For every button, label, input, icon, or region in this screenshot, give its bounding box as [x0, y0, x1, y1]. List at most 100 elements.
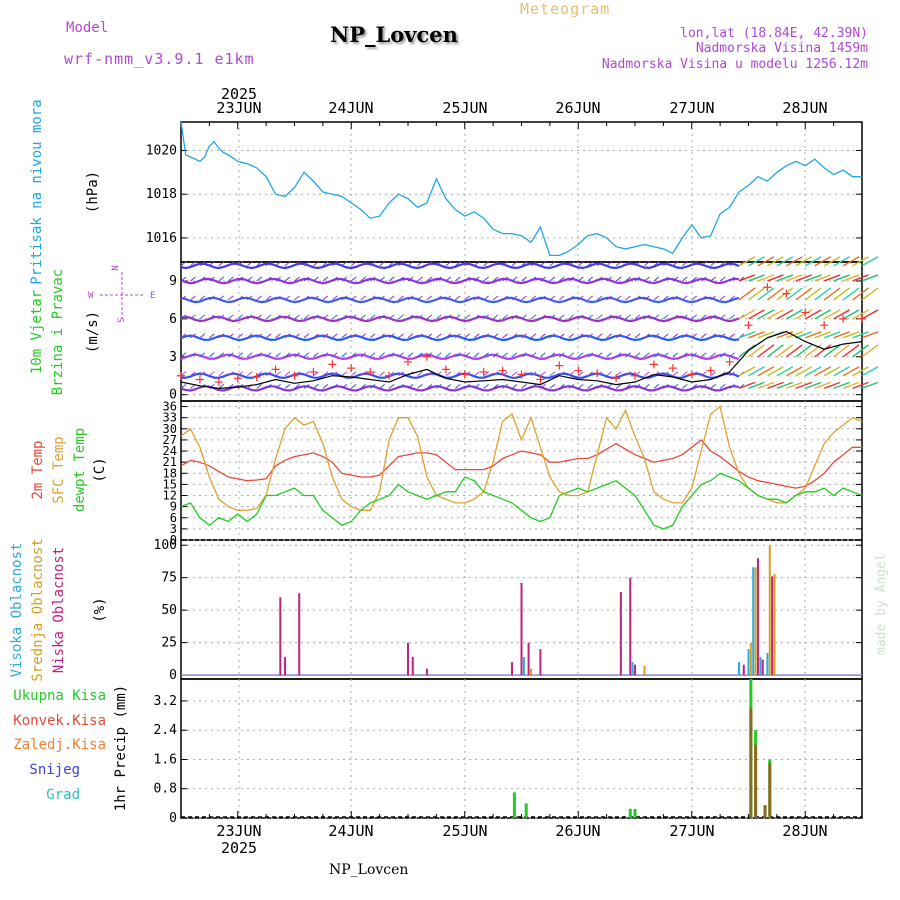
wind-barb — [294, 295, 300, 301]
y-tick-label: 3.2 — [154, 694, 177, 709]
wind-barb — [587, 371, 594, 377]
wind-barb — [615, 261, 622, 267]
wind-barb — [436, 352, 442, 358]
wind-barb — [549, 261, 556, 267]
wind-barb — [615, 314, 622, 320]
wind-axis-label: 10m Vjetar — [29, 290, 45, 374]
wind-barb — [748, 256, 765, 267]
gust-marker — [233, 374, 242, 383]
wind-barb — [473, 333, 480, 339]
cloud-bar — [411, 656, 414, 676]
gust-marker — [252, 372, 261, 381]
wind-barb — [332, 276, 338, 282]
wind-barb — [332, 352, 338, 358]
wind-barb — [814, 256, 832, 267]
wind-barb — [246, 352, 253, 358]
wind-barb — [606, 371, 612, 377]
cloud-bar — [773, 573, 776, 676]
lonlat-label: lon,lat (18.84E, 42.39N) — [680, 26, 868, 41]
panel-frame — [180, 400, 863, 541]
wind-barb — [464, 314, 471, 320]
footer-station: NP_Lovcen — [329, 862, 409, 878]
wind-barb — [738, 309, 756, 320]
wind-barb — [805, 274, 822, 282]
model-name: wrf-nmm_v3.9.1 e1km — [64, 50, 255, 68]
wind-barb — [776, 309, 794, 320]
wind-barb — [587, 276, 594, 282]
wind-barb — [549, 276, 556, 282]
wind-barb — [776, 381, 794, 390]
wind-barb — [596, 383, 603, 389]
y-tick-label: 33 — [163, 411, 177, 425]
precip-bar-total — [633, 808, 637, 818]
precip-bar-convective — [768, 763, 772, 818]
wind-barb — [833, 256, 850, 267]
wind-barb — [757, 256, 775, 267]
wind-barb — [445, 383, 452, 389]
wind-barb — [559, 295, 565, 301]
direction-key-east: E — [150, 291, 155, 301]
wind-barb — [596, 276, 603, 282]
wind-barb — [757, 274, 775, 282]
wind-barb — [227, 352, 234, 358]
wind-barb — [653, 352, 660, 358]
wind-barb — [767, 309, 784, 320]
wind-barb — [710, 276, 716, 282]
wind-barb — [483, 276, 489, 282]
wind-barb — [521, 352, 527, 358]
wind-barb — [738, 274, 756, 282]
x-tick-label-bottom: 26JUN — [555, 822, 600, 840]
wind-barb — [672, 371, 679, 377]
wind-barb — [766, 344, 784, 358]
precip-legend-item: Grad — [46, 787, 80, 803]
wind-barb — [275, 383, 281, 389]
wind-barb — [606, 261, 612, 267]
x-tick-label-top: 25JUN — [442, 99, 487, 117]
wind-barb — [521, 261, 527, 267]
y-tick-label: 36 — [163, 400, 177, 414]
wind-barb — [265, 383, 272, 389]
wind-barb — [436, 333, 442, 339]
wind-barb — [757, 331, 775, 339]
wind-barb — [275, 314, 281, 320]
wind-barb — [407, 276, 414, 282]
wind-barb — [511, 261, 518, 267]
wind-barb — [748, 309, 765, 320]
gust-marker — [574, 366, 583, 375]
wind-barb — [398, 261, 404, 267]
wind-barb — [785, 256, 803, 267]
gust-marker — [422, 352, 431, 361]
cloud-bar — [766, 653, 769, 676]
gust-marker — [517, 370, 526, 379]
wind-barb — [530, 352, 537, 358]
wind-barb — [833, 344, 851, 358]
wind-barb — [549, 314, 556, 320]
wind-barb — [436, 276, 442, 282]
precip-axis-label: 1hr Precip (mm) — [113, 685, 129, 811]
wind-barb — [492, 261, 499, 267]
wind-barb — [237, 295, 244, 301]
wind-barb — [681, 314, 688, 320]
y-tick-label: 1016 — [146, 231, 177, 246]
wind-barb — [445, 314, 452, 320]
wind-barb — [303, 314, 310, 320]
wind-speed-line — [180, 330, 863, 390]
model-label: Model — [66, 20, 109, 36]
cloud-bar — [759, 656, 762, 676]
wind-barb — [577, 352, 584, 358]
wind-barb — [209, 333, 215, 339]
precip-legend-item: Zaledj.Kisa — [13, 737, 106, 753]
wind-barb — [596, 295, 603, 301]
wind-barb — [861, 381, 879, 390]
wind-barb — [256, 295, 262, 301]
wind-barb-row — [180, 385, 740, 392]
wind-barb — [436, 383, 442, 389]
wind-barb — [464, 383, 471, 389]
direction-key-west: W — [88, 291, 94, 301]
wind-barb — [350, 383, 357, 389]
wind-barb — [559, 261, 565, 267]
wind-barb — [748, 381, 765, 390]
wind-barb — [246, 371, 253, 377]
wind-barb — [738, 366, 756, 377]
wind-barb — [681, 333, 688, 339]
